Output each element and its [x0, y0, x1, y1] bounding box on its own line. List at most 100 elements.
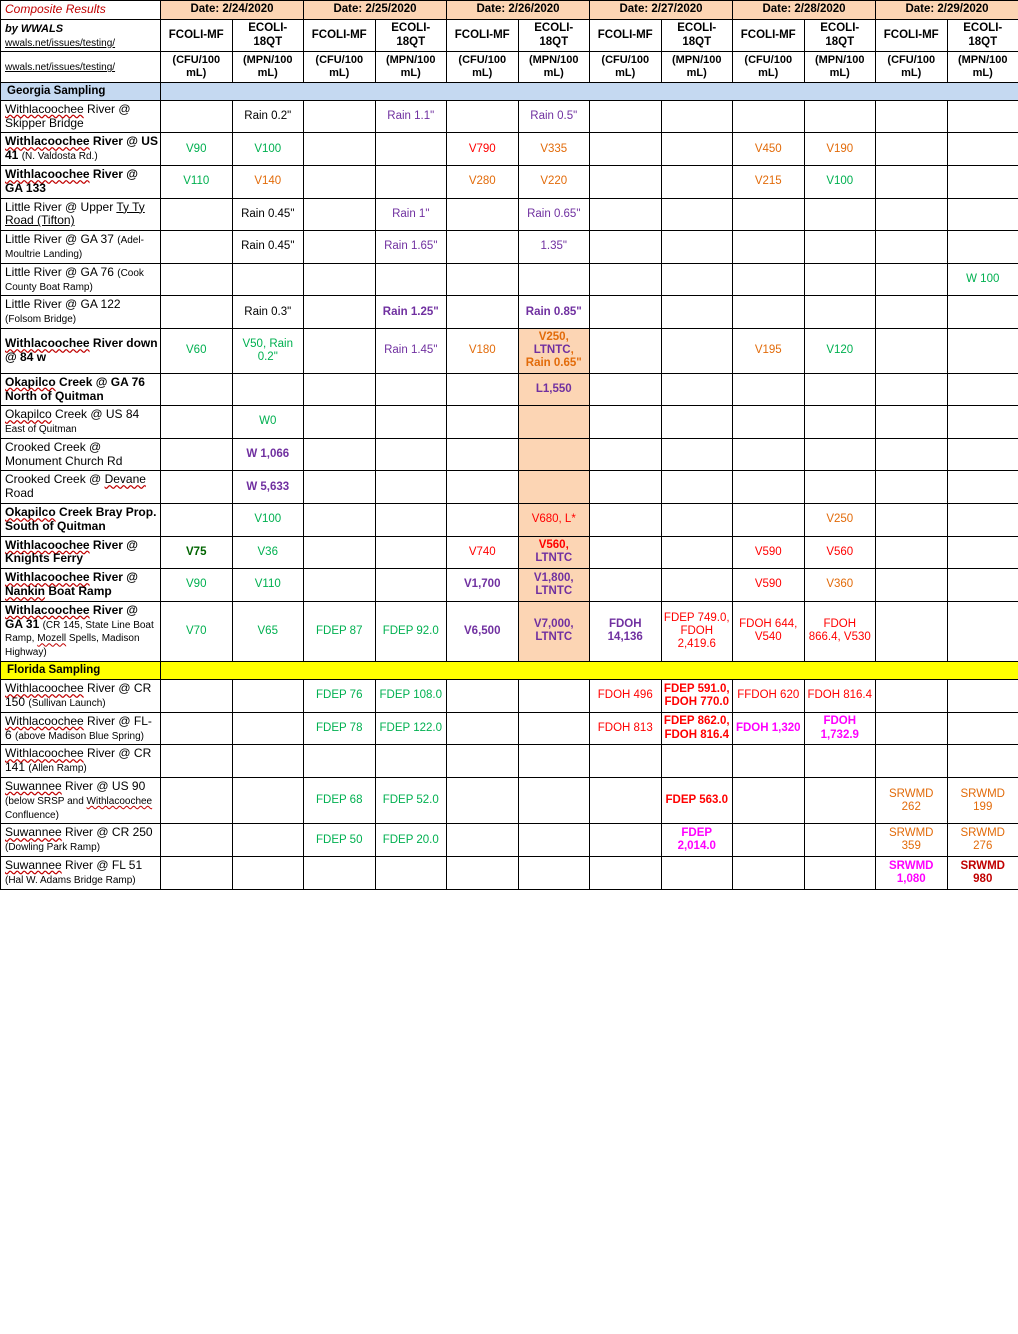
header-link[interactable]: wwals.net/issues/testing/: [5, 38, 115, 49]
table-row: Little River @ GA 76 (Cook County Boat R…: [1, 263, 1018, 296]
link-cell: wwals.net/issues/testing/: [1, 52, 161, 82]
data-cell: [161, 824, 233, 857]
table-row: Florida Sampling: [1, 662, 1018, 680]
data-cell: [375, 569, 447, 602]
data-cell: V195: [733, 329, 805, 374]
data-cell: FDEP 50: [304, 824, 376, 857]
data-cell: Rain 1.65": [375, 231, 447, 264]
data-cell: [161, 231, 233, 264]
data-cell: V100: [232, 504, 304, 537]
data-cell: [661, 745, 733, 778]
data-cell: [304, 296, 376, 329]
data-cell: FDOH 496: [590, 680, 662, 713]
data-cell: [375, 263, 447, 296]
data-cell: [375, 166, 447, 199]
data-cell: [876, 133, 948, 166]
data-cell: [161, 296, 233, 329]
data-cell: [518, 680, 590, 713]
col-header: FCOLI-MF: [733, 19, 805, 52]
data-cell: [661, 329, 733, 374]
data-cell: [947, 745, 1018, 778]
unit-header: (CFU/100 mL): [161, 52, 233, 82]
data-cell: [447, 471, 519, 504]
data-cell: V250: [804, 504, 876, 537]
data-cell: V250, LTNTC, Rain 0.65": [518, 329, 590, 374]
data-cell: [876, 504, 948, 537]
data-cell: [232, 824, 304, 857]
data-cell: V100: [804, 166, 876, 199]
data-cell: FDEP 20.0: [375, 824, 447, 857]
data-cell: [947, 198, 1018, 231]
data-cell: [518, 778, 590, 824]
data-cell: Rain 1.25": [375, 296, 447, 329]
table-row: Withlacoochee River @ CR 141 (Allen Ramp…: [1, 745, 1018, 778]
data-cell: [232, 745, 304, 778]
col-header: ECOLI-18QT: [661, 19, 733, 52]
table-row: Crooked Creek @ Monument Church RdW 1,06…: [1, 438, 1018, 471]
data-cell: V560, LTNTC: [518, 536, 590, 569]
data-cell: V65: [232, 601, 304, 661]
data-cell: [661, 133, 733, 166]
data-cell: [518, 471, 590, 504]
data-cell: [876, 373, 948, 406]
table-row: Withlacoochee River @ Knights FerryV75V3…: [1, 536, 1018, 569]
data-cell: [661, 231, 733, 264]
data-cell: V360: [804, 569, 876, 602]
data-cell: [661, 100, 733, 133]
data-cell: [947, 504, 1018, 537]
data-cell: [733, 263, 805, 296]
data-cell: V280: [447, 166, 519, 199]
data-cell: [304, 100, 376, 133]
data-cell: Rain 0.2": [232, 100, 304, 133]
data-cell: [161, 471, 233, 504]
data-cell: [304, 329, 376, 374]
header-link-2[interactable]: wwals.net/issues/testing/: [5, 62, 115, 73]
unit-header: (MPN/100 mL): [947, 52, 1018, 82]
data-cell: [804, 263, 876, 296]
data-cell: [947, 712, 1018, 745]
byline-cell: by WWALS wwals.net/issues/testing/: [1, 19, 161, 52]
table-row: Little River @ GA 122 (Folsom Bridge)Rai…: [1, 296, 1018, 329]
table-body: Georgia Sampling Withlacoochee River @ S…: [1, 82, 1018, 889]
data-cell: V75: [161, 536, 233, 569]
data-cell: V90: [161, 133, 233, 166]
data-cell: [304, 406, 376, 439]
data-cell: [518, 263, 590, 296]
table-row: Withlacoochee River @ CR 150 (Sullivan L…: [1, 680, 1018, 713]
data-cell: V50, Rain 0.2": [232, 329, 304, 374]
data-cell: [375, 373, 447, 406]
data-cell: [304, 536, 376, 569]
data-cell: Rain 0.45": [232, 198, 304, 231]
data-cell: [375, 438, 447, 471]
data-cell: FDEP 92.0: [375, 601, 447, 661]
data-cell: FDEP 78: [304, 712, 376, 745]
data-cell: [375, 536, 447, 569]
data-cell: [733, 504, 805, 537]
data-cell: [161, 263, 233, 296]
data-cell: FDOH 816.4: [804, 680, 876, 713]
data-cell: [804, 296, 876, 329]
data-cell: FDOH 866.4, V530: [804, 601, 876, 661]
data-cell: Rain 0.45": [232, 231, 304, 264]
data-cell: [661, 504, 733, 537]
data-cell: FDEP 563.0: [661, 778, 733, 824]
data-cell: [661, 471, 733, 504]
byline: by WWALS: [5, 23, 63, 35]
col-header: ECOLI-18QT: [375, 19, 447, 52]
data-cell: [876, 329, 948, 374]
location-cell: Suwannee River @ FL 51 (Hal W. Adams Bri…: [1, 857, 161, 890]
data-cell: SRWMD 262: [876, 778, 948, 824]
data-cell: [447, 263, 519, 296]
data-cell: [375, 857, 447, 890]
data-cell: FDEP 52.0: [375, 778, 447, 824]
data-cell: [876, 231, 948, 264]
col-header: ECOLI-18QT: [804, 19, 876, 52]
data-cell: [947, 601, 1018, 661]
data-cell: [590, 263, 662, 296]
data-cell: FDEP 2,014.0: [661, 824, 733, 857]
data-cell: [733, 857, 805, 890]
data-cell: Rain 0.5": [518, 100, 590, 133]
data-cell: [804, 471, 876, 504]
data-cell: Rain 0.65": [518, 198, 590, 231]
table-row: Withlacoochee River @ US 41 (N. Valdosta…: [1, 133, 1018, 166]
